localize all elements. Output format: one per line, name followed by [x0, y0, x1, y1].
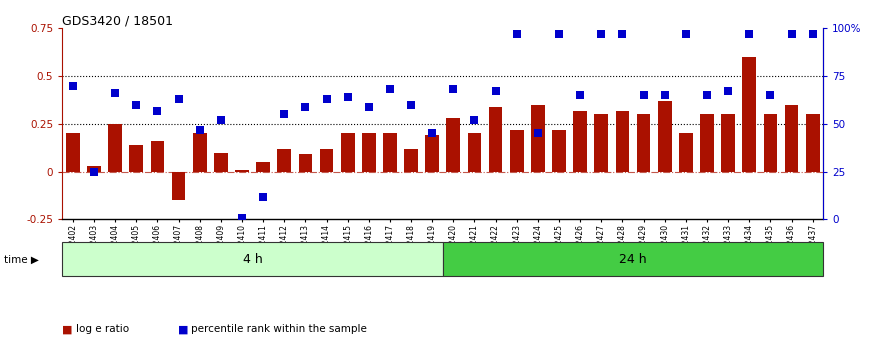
Point [298, 104, 312, 109]
Text: log e ratio: log e ratio [76, 324, 129, 334]
Point [150, 108, 165, 113]
Bar [172, 172, 185, 200]
Point [129, 102, 143, 108]
Point [764, 92, 778, 98]
Point [277, 112, 291, 117]
Bar [109, 124, 122, 172]
Point [235, 215, 249, 221]
Bar [616, 110, 629, 172]
Point [214, 117, 228, 123]
Bar [278, 149, 291, 172]
Point [425, 131, 440, 136]
Bar [362, 133, 376, 172]
Bar [721, 114, 735, 172]
Bar [700, 114, 714, 172]
Text: 24 h: 24 h [619, 253, 647, 266]
Point [784, 31, 798, 37]
Bar [193, 133, 206, 172]
Bar [256, 162, 270, 172]
Text: GDS3420 / 18501: GDS3420 / 18501 [62, 14, 174, 27]
Bar [66, 133, 80, 172]
Point [383, 87, 397, 92]
Point [721, 88, 735, 94]
Bar [150, 141, 165, 172]
Bar [87, 166, 101, 172]
Bar [214, 153, 228, 172]
Point [467, 117, 481, 123]
Point [530, 131, 545, 136]
Point [108, 91, 122, 96]
Point [573, 92, 587, 98]
Point [192, 127, 206, 132]
Bar [510, 130, 523, 172]
Point [489, 88, 503, 94]
Bar [489, 107, 503, 172]
Point [256, 194, 271, 199]
Point [742, 31, 756, 37]
Bar [595, 114, 608, 172]
Point [320, 96, 334, 102]
Text: ■: ■ [62, 324, 73, 334]
Point [595, 31, 609, 37]
Bar [62, 242, 443, 276]
Bar [383, 133, 397, 172]
Point [446, 87, 460, 92]
Point [87, 169, 101, 175]
Bar [443, 242, 823, 276]
Point [658, 92, 672, 98]
Point [805, 31, 820, 37]
Point [552, 31, 566, 37]
Text: 4 h: 4 h [243, 253, 263, 266]
Point [615, 31, 629, 37]
Bar [531, 105, 545, 172]
Bar [404, 149, 418, 172]
Point [66, 83, 80, 88]
Bar [467, 133, 481, 172]
Point [361, 104, 376, 109]
Bar [235, 170, 249, 172]
Bar [320, 149, 334, 172]
Point [636, 92, 651, 98]
Bar [552, 130, 566, 172]
Point [700, 92, 714, 98]
Text: percentile rank within the sample: percentile rank within the sample [191, 324, 368, 334]
Point [510, 31, 524, 37]
Bar [298, 154, 312, 172]
Point [172, 96, 186, 102]
Bar [764, 114, 777, 172]
Bar [658, 101, 672, 172]
Point [341, 94, 355, 100]
Bar [742, 57, 756, 172]
Bar [785, 105, 798, 172]
Text: time ▶: time ▶ [4, 255, 39, 265]
Bar [679, 133, 692, 172]
Point [679, 31, 693, 37]
Bar [129, 145, 143, 172]
Bar [341, 133, 354, 172]
Bar [447, 118, 460, 172]
Point [404, 102, 418, 108]
Bar [573, 110, 587, 172]
Bar [425, 135, 439, 172]
Text: ■: ■ [178, 324, 189, 334]
Bar [805, 114, 820, 172]
Bar [636, 114, 651, 172]
